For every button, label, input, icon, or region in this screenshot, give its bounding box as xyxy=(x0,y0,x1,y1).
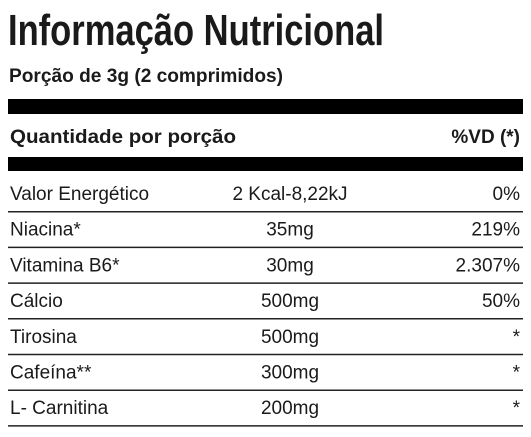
serving: Porção de 3g (2 comprimidos) xyxy=(9,66,283,87)
daily-value: 2.307% xyxy=(456,255,521,276)
amount: 30mg xyxy=(266,255,314,276)
amount: 35mg xyxy=(266,220,314,241)
nutrient-name: Cafeína** xyxy=(10,363,92,384)
nutrient-name: Vitamina B6* xyxy=(10,255,120,276)
nutrient-name: L- Carnitina xyxy=(10,398,109,419)
divider-bar xyxy=(8,99,523,114)
title: Informação Nutricional xyxy=(8,6,384,55)
daily-value: * xyxy=(513,327,521,348)
amount: 300mg xyxy=(261,363,319,384)
nutrient-name: Valor Energético xyxy=(10,184,149,205)
daily-value: * xyxy=(513,398,521,419)
nutrient-name: Tirosina xyxy=(10,327,77,348)
amount: 500mg xyxy=(261,291,319,312)
divider-bar xyxy=(8,157,523,171)
amount: 200mg xyxy=(261,398,319,419)
amount: 500mg xyxy=(261,327,319,348)
daily-value: 219% xyxy=(471,220,520,241)
daily-value: 50% xyxy=(482,291,520,312)
column-header: %VD (*) xyxy=(451,127,520,148)
nutrient-name: Niacina* xyxy=(10,220,81,241)
amount: 2 Kcal-8,22kJ xyxy=(232,184,347,205)
nutrient-name: Cálcio xyxy=(10,291,63,312)
column-header: Quantidade por porção xyxy=(10,127,236,148)
daily-value: 0% xyxy=(493,184,521,205)
daily-value: * xyxy=(513,363,521,384)
